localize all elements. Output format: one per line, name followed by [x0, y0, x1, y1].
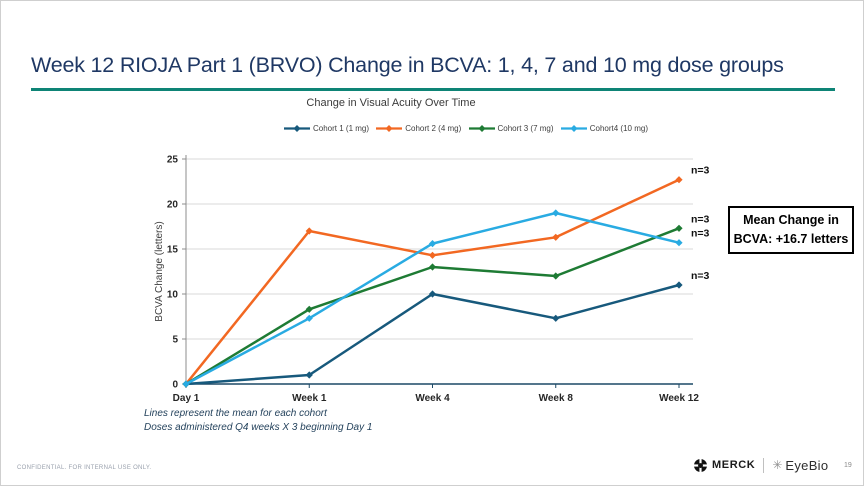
series-line-1 [184, 283, 681, 386]
y-axis-title: BCVA Change (letters) [154, 221, 165, 321]
legend-swatch-icon [284, 125, 310, 132]
data-point-marker [182, 380, 190, 388]
data-point-marker [675, 224, 683, 232]
data-point-marker [552, 314, 560, 322]
page-number: 19 [844, 462, 852, 469]
y-tick-label: 5 [172, 335, 178, 346]
data-point-marker [428, 263, 437, 271]
legend-label: Cohort4 (10 mg) [589, 124, 648, 133]
n-count-label: n=3 [691, 270, 710, 282]
legend-label: Cohort 2 (4 mg) [405, 124, 462, 133]
n-count-label: n=3 [691, 213, 710, 225]
data-point-marker [675, 239, 683, 247]
legend-item-4: Cohort4 (10 mg) [560, 124, 648, 133]
data-point-marker [675, 176, 683, 184]
data-point-marker [182, 380, 190, 388]
data-point-marker [182, 380, 190, 388]
data-point-marker [182, 380, 190, 388]
series-line-4 [184, 211, 681, 386]
chart-legend: Cohort 1 (1 mg) Cohort 2 (4 mg) Cohort 3 (… [284, 124, 648, 133]
y-tick-label: 25 [167, 155, 179, 166]
legend-label: Cohort 1 (1 mg) [313, 124, 370, 133]
x-tick-label: Week 12 [659, 393, 699, 404]
y-tick-label: 10 [167, 290, 179, 301]
data-point-marker [305, 314, 313, 322]
brand-logos: MERCK ✳ EyeBio [694, 456, 828, 474]
n-count-label: n=3 [691, 165, 710, 177]
data-point-marker [675, 281, 683, 289]
x-tick-label: Day 1 [173, 393, 200, 404]
eyebio-icon: ✳ [772, 458, 783, 472]
legend-swatch-icon [560, 125, 587, 132]
legend-swatch-icon [376, 125, 403, 132]
x-tick-label: Week 1 [292, 393, 327, 404]
legend-label: Cohort 3 (7 mg) [497, 124, 554, 133]
annotation-line-1: Mean Change in [743, 213, 839, 228]
y-tick-label: 15 [167, 245, 179, 256]
data-point-marker [552, 272, 560, 280]
footnote-line-2: Doses administered Q4 weeks X 3 beginnin… [144, 422, 373, 434]
logo-separator [763, 457, 765, 473]
footnotes: Lines represent the mean for each cohort… [144, 407, 372, 435]
series-line-3 [184, 227, 681, 386]
merck-logo-text: MERCK [712, 459, 756, 471]
n-count-label: n=3 [691, 228, 710, 240]
data-point-marker [428, 290, 437, 298]
merck-icon [694, 458, 707, 472]
legend-swatch-icon [468, 125, 495, 132]
page-title: Week 12 RIOJA Part 1 (BRVO) Change in BC… [31, 53, 784, 78]
mean-change-annotation: Mean Change in BCVA: +16.7 letters [728, 206, 854, 254]
legend-item-2: Cohort 2 (4 mg) [376, 124, 461, 133]
annotation-line-2: BCVA: +16.7 letters [733, 232, 849, 246]
title-divider [31, 88, 835, 91]
footnote-line-1: Lines represent the mean for each cohort [144, 408, 327, 419]
y-tick-label: 0 [172, 380, 178, 391]
y-tick-label: 20 [167, 200, 179, 211]
data-point-marker [552, 233, 560, 241]
legend-item-1: Cohort 1 (1 mg) [284, 124, 369, 133]
x-tick-label: Week 4 [415, 393, 450, 404]
data-point-marker [305, 305, 313, 313]
chart-title: Change in Visual Acuity Over Time [306, 97, 476, 109]
confidential-note: CONFIDENTIAL. FOR INTERNAL USE ONLY. [17, 465, 152, 471]
data-point-marker [428, 240, 437, 248]
data-point-marker [552, 209, 560, 217]
x-tick-label: Week 8 [539, 393, 574, 404]
eyebio-logo-text: EyeBio [785, 457, 829, 473]
data-point-marker [305, 227, 313, 235]
series-line-2 [184, 178, 681, 386]
data-point-marker [305, 371, 313, 379]
data-point-marker [428, 251, 437, 259]
legend-item-3: Cohort 3 (7 mg) [468, 124, 554, 133]
